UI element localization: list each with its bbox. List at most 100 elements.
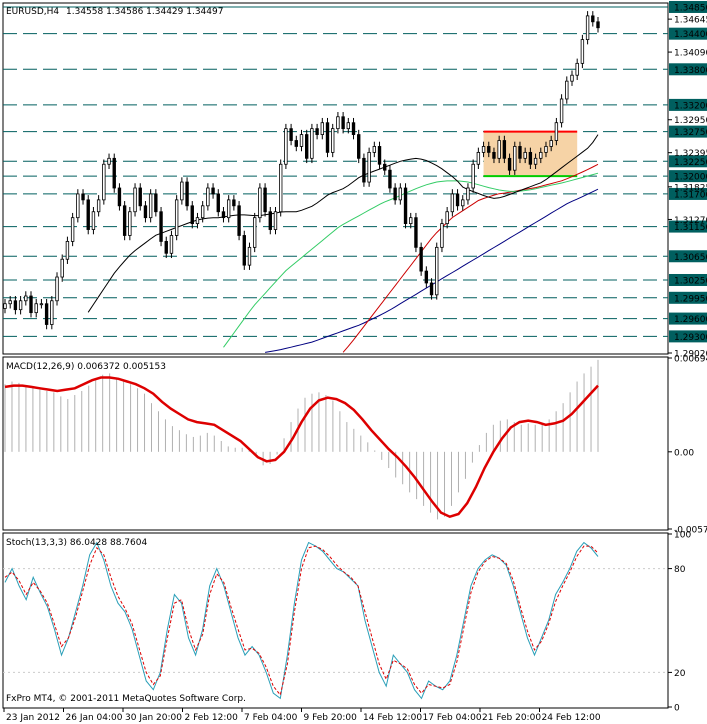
candle-body <box>346 122 351 130</box>
candle-body <box>237 205 241 236</box>
candle-body <box>492 151 496 159</box>
price-level-label: 1.29950 <box>674 294 707 304</box>
price-level-marker <box>669 0 707 13</box>
time-tick-label: 7 Feb 04:00 <box>244 713 298 723</box>
sma-red-line <box>342 163 599 353</box>
candle-body <box>221 211 226 219</box>
candle-body <box>174 199 179 236</box>
candle-body <box>409 217 413 225</box>
candle-body <box>471 163 475 189</box>
candle-body <box>518 146 522 159</box>
candle-body <box>388 169 392 189</box>
time-tick-label: 2 Feb 12:00 <box>185 713 239 723</box>
candle-body <box>315 128 319 135</box>
price-axis-ticks: 1.34645 1.34090 1.32950 1.32395 1.31825 1.312… <box>668 16 707 360</box>
candle-body <box>107 157 111 165</box>
stoch-lines <box>4 541 599 700</box>
candle-body <box>284 128 288 165</box>
candle-body <box>29 295 33 314</box>
candle-body <box>487 146 491 153</box>
candle-body <box>294 140 298 147</box>
price-level-marker <box>669 155 707 168</box>
price-level-marker <box>669 98 707 111</box>
price-level-marker <box>669 250 707 263</box>
candle-body <box>143 205 148 219</box>
candle-body <box>70 217 75 242</box>
price-tick-label: 1.32395 <box>674 149 707 159</box>
candle-body <box>336 116 340 130</box>
candle-body <box>91 211 96 230</box>
price-level-label: 1.34400 <box>674 30 707 40</box>
macd-signal-line <box>4 376 599 519</box>
macd-tick-label: -0.00571 <box>674 526 707 536</box>
candle-body <box>596 21 600 29</box>
candle-body <box>50 300 54 325</box>
candle-body <box>190 205 194 225</box>
price-level-marker <box>669 330 707 343</box>
candle-body <box>195 217 200 225</box>
candle-body <box>533 157 538 165</box>
candle-body <box>164 241 168 254</box>
price-tick-label: 1.31825 <box>674 183 707 193</box>
price-level-marker <box>669 273 707 286</box>
candle-body <box>575 62 579 76</box>
price-tick-label: 1.32950 <box>674 116 707 126</box>
stoch-tick-label: 0 <box>674 704 680 714</box>
time-tick-label: 24 Feb 12:00 <box>542 713 601 723</box>
time-tick-label: 9 Feb 20:00 <box>304 713 358 723</box>
price-level-label: 1.30650 <box>674 253 707 263</box>
candle-body <box>76 193 80 219</box>
macd-tick-label: 0.006948 <box>674 355 707 365</box>
price-level-label: 1.29300 <box>674 333 707 343</box>
candle-body <box>211 187 215 195</box>
candle-body <box>263 187 267 213</box>
candle-body <box>429 282 434 296</box>
candle-body <box>96 199 101 213</box>
stoch-tick-label: 20 <box>674 669 686 679</box>
candle-body <box>559 98 564 124</box>
candle-body <box>216 193 220 213</box>
price-level-label: 1.31700 <box>674 190 707 200</box>
candle-body <box>445 211 449 225</box>
candle-body <box>585 15 590 41</box>
candle-body <box>232 199 236 207</box>
price-tick-label: 1.29020 <box>674 350 707 360</box>
candle-body <box>481 146 486 153</box>
candle-body <box>513 146 517 171</box>
candle-body <box>554 122 559 141</box>
candle-body <box>502 140 507 159</box>
candle-body <box>435 246 439 296</box>
candle-body <box>331 128 335 153</box>
macd-label: MACD(12,26,9) 0.006372 0.005153 <box>6 362 166 372</box>
candle-body <box>258 187 262 219</box>
candle-body <box>523 151 527 159</box>
candle-body <box>325 122 330 153</box>
price-level-label: 1.29600 <box>674 315 707 325</box>
symbol-label: EURUSD,H4 <box>6 7 59 17</box>
candle-body <box>455 193 460 207</box>
candle-body <box>320 122 324 135</box>
price-candles[interactable] <box>3 11 600 330</box>
candle-body <box>476 151 481 165</box>
macd-histogram <box>4 359 599 520</box>
candle-body <box>419 246 423 272</box>
candle-body <box>507 157 512 171</box>
candle-body <box>102 163 106 201</box>
time-tick-label: 23 Jan 2012 <box>6 713 60 723</box>
ohlc-values: 1.34558 1.34586 1.34429 1.34497 <box>66 7 223 17</box>
candle-body <box>18 300 23 311</box>
price-level-label: 1.30250 <box>674 276 707 286</box>
candle-body <box>539 151 543 159</box>
candle-body <box>34 303 38 314</box>
candle-body <box>60 258 64 278</box>
candle-body <box>268 211 272 230</box>
stoch-label: Stoch(13,3,3) 86.0428 88.7604 <box>6 538 147 548</box>
candle-body <box>565 80 569 100</box>
candle-body <box>528 151 533 165</box>
stoch-panel: 100 80 20 0 Stoch(13,3,3) 86.0428 88.7604 F… <box>2 531 691 714</box>
price-level-label: 1.32000 <box>674 173 707 183</box>
time-tick-label: 17 Feb 04:00 <box>423 713 482 723</box>
price-level-lines: 1.34850 1.34400 1.33800 1.33200 1.32750 1.322… <box>3 0 707 343</box>
price-level-label: 1.34850 <box>674 3 707 13</box>
